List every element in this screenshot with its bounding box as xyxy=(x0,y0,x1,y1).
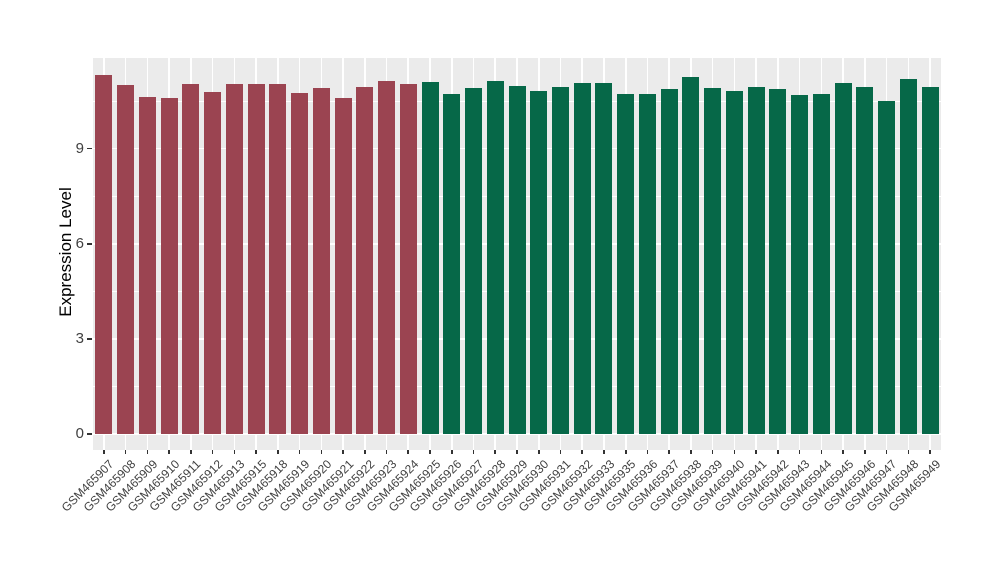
x-tick-GSM465923 xyxy=(385,450,388,454)
bar-GSM465944 xyxy=(812,93,830,434)
bar-GSM465938 xyxy=(682,77,700,434)
bar-GSM465925 xyxy=(421,81,439,434)
y-tick-0 xyxy=(87,433,92,435)
x-tick-GSM465946 xyxy=(864,450,866,454)
bar-GSM465933 xyxy=(595,83,613,434)
bar-GSM465930 xyxy=(530,90,548,434)
bar-GSM465915 xyxy=(247,83,265,434)
x-tick-GSM465909 xyxy=(146,450,149,454)
bar-GSM465921 xyxy=(334,97,352,434)
bar-GSM465922 xyxy=(356,86,374,434)
x-tick-GSM465924 xyxy=(407,450,410,454)
bar-GSM465911 xyxy=(182,84,200,434)
bar-GSM465949 xyxy=(921,86,939,434)
y-tick-6 xyxy=(87,243,92,245)
bar-GSM465923 xyxy=(378,80,396,434)
x-tick-GSM465925 xyxy=(429,450,431,454)
bar-GSM465941 xyxy=(747,86,765,434)
bar-GSM465924 xyxy=(399,84,417,434)
x-tick-GSM465942 xyxy=(777,450,779,454)
x-tick-GSM465945 xyxy=(842,450,844,454)
bar-GSM465912 xyxy=(204,91,222,434)
x-tick-GSM465926 xyxy=(450,450,453,454)
bar-GSM465926 xyxy=(443,93,461,434)
bar-GSM465946 xyxy=(856,86,874,434)
x-tick-GSM465940 xyxy=(733,450,736,454)
x-tick-GSM465944 xyxy=(820,450,823,454)
x-tick-GSM465931 xyxy=(559,450,562,454)
bar-GSM465907 xyxy=(95,74,113,434)
x-tick-GSM465939 xyxy=(711,450,714,454)
x-tick-GSM465928 xyxy=(494,450,497,454)
bar-GSM465927 xyxy=(465,88,482,434)
bar-GSM465937 xyxy=(660,89,678,434)
x-tick-GSM465922 xyxy=(363,450,366,454)
bar-GSM465931 xyxy=(551,86,569,434)
x-tick-GSM465943 xyxy=(798,450,801,454)
x-tick-GSM465949 xyxy=(929,450,931,454)
bar-GSM465908 xyxy=(117,85,135,434)
x-tick-GSM465911 xyxy=(190,450,192,454)
x-tick-GSM465938 xyxy=(690,450,692,454)
x-tick-GSM465912 xyxy=(211,450,214,454)
y-tick-3 xyxy=(87,338,92,340)
y-tick-label-9: 9 xyxy=(75,139,84,157)
plot-panel xyxy=(93,58,941,450)
bar-GSM465942 xyxy=(769,88,787,434)
x-tick-GSM465941 xyxy=(755,450,757,454)
x-tick-GSM465948 xyxy=(907,450,910,454)
y-tick-label-6: 6 xyxy=(75,234,84,252)
bar-GSM465913 xyxy=(225,83,243,434)
bar-GSM465928 xyxy=(486,81,504,434)
x-tick-GSM465921 xyxy=(342,450,344,454)
x-tick-GSM465915 xyxy=(255,450,257,454)
bar-GSM465918 xyxy=(269,84,287,434)
bar-GSM465939 xyxy=(704,87,722,434)
x-tick-GSM465947 xyxy=(885,450,888,454)
x-tick-GSM465910 xyxy=(168,450,170,454)
bar-GSM465943 xyxy=(791,95,809,434)
x-tick-GSM465937 xyxy=(668,450,670,454)
x-tick-GSM465920 xyxy=(320,450,323,454)
bar-GSM465947 xyxy=(878,100,896,434)
bar-GSM465940 xyxy=(725,90,743,434)
x-tick-GSM465913 xyxy=(233,450,236,454)
x-tick-GSM465918 xyxy=(277,450,279,454)
x-tick-GSM465935 xyxy=(624,450,627,454)
x-tick-GSM465927 xyxy=(472,450,475,454)
x-tick-GSM465919 xyxy=(298,450,301,454)
bar-GSM465945 xyxy=(834,82,852,434)
x-tick-GSM465907 xyxy=(103,450,105,454)
x-tick-GSM465929 xyxy=(516,450,518,454)
x-tick-GSM465936 xyxy=(646,450,649,454)
bar-GSM465935 xyxy=(617,93,635,434)
bar-GSM465910 xyxy=(160,97,178,434)
y-tick-label-0: 0 xyxy=(75,425,84,442)
x-tick-GSM465908 xyxy=(124,450,127,454)
x-tick-GSM465933 xyxy=(603,450,605,454)
bar-GSM465936 xyxy=(638,93,656,434)
y-tick-label-3: 3 xyxy=(75,329,84,347)
bar-GSM465948 xyxy=(899,78,917,434)
bar-GSM465929 xyxy=(508,85,526,434)
x-tick-GSM465932 xyxy=(581,450,584,454)
bar-GSM465920 xyxy=(312,87,330,434)
bar-GSM465932 xyxy=(573,82,591,434)
y-tick-9 xyxy=(87,147,92,150)
bar-GSM465909 xyxy=(138,96,156,434)
bar-GSM465919 xyxy=(291,93,309,434)
x-tick-GSM465930 xyxy=(537,450,540,454)
